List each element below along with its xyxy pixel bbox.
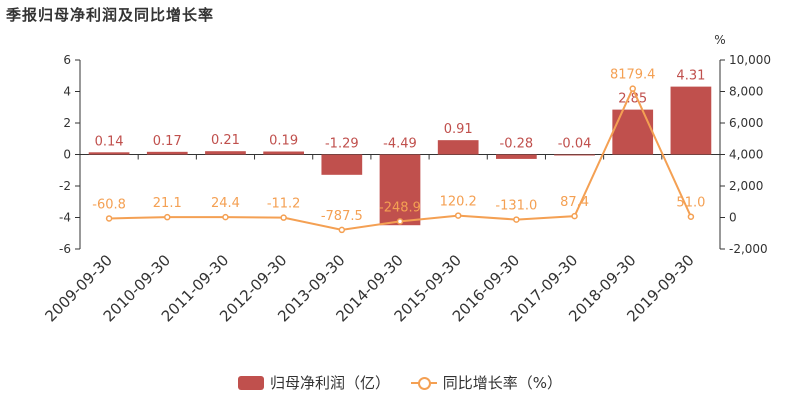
line-data-label: -787.5: [321, 209, 363, 224]
bar-data-label: -1.29: [325, 137, 359, 152]
bar: [554, 154, 595, 156]
bar-data-label: -0.28: [500, 137, 534, 152]
right-axis-tick-label: 8,000: [729, 85, 763, 99]
line-point: [338, 226, 346, 234]
left-axis-tick-label: 4: [63, 85, 71, 99]
bar: [496, 154, 537, 159]
bar: [321, 154, 363, 175]
line-data-label: -60.8: [92, 197, 126, 212]
line-point: [222, 213, 229, 221]
right-axis-tick-label: 0: [729, 211, 737, 225]
bar-data-label: -4.49: [383, 137, 417, 152]
left-axis-tick-label: 6: [63, 53, 71, 67]
right-axis-tick-label: 10,000: [729, 53, 771, 67]
line-data-label: 120.2: [440, 195, 477, 210]
line-point: [687, 213, 695, 220]
bar-data-label: 0.91: [444, 122, 473, 137]
left-axis-tick-label: -2: [59, 179, 71, 193]
legend-label-line: 同比增长率（%）: [442, 374, 563, 392]
bar-data-label: 0.14: [95, 134, 124, 149]
legend-label-bar: 归母净利润（亿）: [269, 374, 390, 392]
bar-data-label: 0.19: [269, 134, 298, 149]
right-axis-tick-label: 2,000: [729, 179, 763, 193]
bar: [670, 86, 712, 155]
line-point: [513, 216, 520, 223]
bar-data-label: 0.17: [153, 134, 182, 149]
line-point: [105, 215, 113, 222]
bar: [612, 109, 654, 155]
line-data-label: 8179.4: [610, 68, 656, 83]
left-axis-tick-label: -4: [59, 211, 71, 225]
bar: [205, 151, 246, 155]
bar-data-label: 2.85: [618, 92, 647, 107]
line-point: [571, 212, 578, 220]
line-point: [164, 213, 171, 221]
bar-data-label: -0.04: [558, 137, 592, 152]
bar: [437, 140, 479, 155]
line-data-label: 87.4: [560, 195, 589, 210]
bar: [88, 152, 130, 155]
line-point: [629, 85, 636, 92]
legend-bar-swatch: [237, 375, 264, 390]
left-axis-tick-label: 0: [63, 148, 71, 162]
line-data-label: 24.4: [211, 196, 240, 211]
line-point: [396, 218, 404, 225]
line-data-label: -11.2: [267, 197, 301, 212]
bar: [379, 154, 421, 226]
line-data-label: -248.9: [379, 200, 421, 215]
line-point: [280, 214, 287, 221]
right-axis-unit: %: [714, 33, 725, 47]
legend-item-bar[interactable]: 归母净利润（亿）: [237, 372, 390, 393]
right-axis-tick-label: 6,000: [729, 116, 763, 130]
right-axis-tick-label: 4,000: [729, 148, 763, 162]
legend-item-line[interactable]: 同比增长率（%）: [410, 372, 563, 393]
bar-data-label: 0.21: [211, 133, 240, 148]
legend-line-swatch: [410, 376, 437, 390]
bar-data-label: 4.31: [676, 69, 705, 84]
line-point: [454, 212, 462, 219]
bar: [146, 151, 188, 155]
legend: 归母净利润（亿） 同比增长率（%）: [0, 372, 800, 394]
line-data-label: 51.0: [676, 196, 705, 211]
right-axis-tick-label: -2,000: [729, 242, 768, 256]
bar: [263, 151, 304, 155]
line-data-label: -131.0: [495, 199, 537, 214]
line-data-label: 21.1: [153, 196, 182, 211]
left-axis-tick-label: 2: [63, 116, 71, 130]
left-axis-tick-label: -6: [59, 242, 71, 256]
chart-title: 季报归母净利润及同比增长率: [6, 6, 215, 24]
